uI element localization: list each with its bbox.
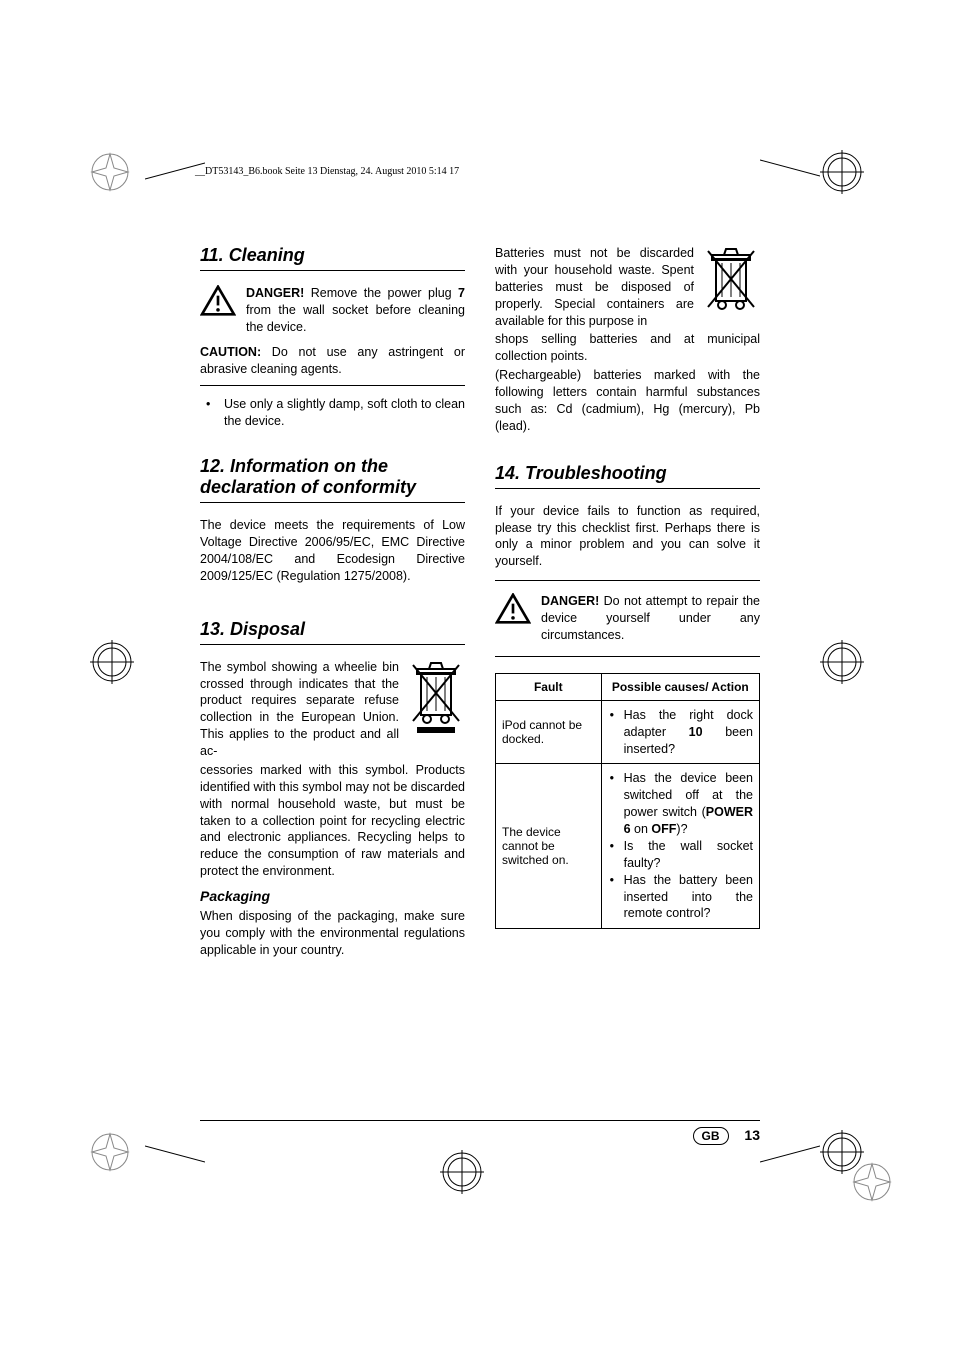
danger-icon [200,285,236,338]
weee-bin-icon [407,659,465,738]
packaging-heading: Packaging [200,888,465,904]
caution-text: CAUTION: Do not use any astringent or ab… [200,344,465,387]
table-row: The device cannot be switched on. Has th… [496,764,760,929]
troubleshoot-table: Fault Possible causes/ Action iPod canno… [495,673,760,930]
left-column: 11. Cleaning DANGER! Remove the power pl… [200,245,465,961]
right-column: Batteries must not be discarded with you… [495,245,760,961]
batteries-text-c: (Rechargeable) batteries marked with the… [495,367,760,435]
page-number: 13 [744,1127,760,1143]
regmark-br-star [850,1160,894,1204]
gb-badge: GB [693,1127,729,1145]
print-header-line: __DT53143_B6.book Seite 13 Dienstag, 24.… [195,166,459,177]
danger-text-cleaning: DANGER! Remove the power plug 7 from the… [246,285,465,336]
regmark-tl-star [88,150,132,194]
regmark-br-line [760,1140,820,1170]
section-13-title: 13. Disposal [200,619,465,645]
disposal-body-wrap: The symbol showing a wheelie bin crossed… [200,659,465,762]
battery-bin-icon [702,245,760,316]
danger-text-repair: DANGER! Do not attempt to repair the dev… [541,593,760,644]
danger-icon [495,593,531,646]
section-11-title: 11. Cleaning [200,245,465,271]
regmark-tr-line [760,152,820,182]
section-14-title: 14. Troubleshooting [495,463,760,489]
troubleshoot-intro: If your device fails to function as requ… [495,503,760,582]
danger-block-repair: DANGER! Do not attempt to repair the dev… [495,593,760,657]
action-ipod: Has the right dock adapter 10 been inser… [601,700,759,764]
disposal-body-2: cessories marked with this symbol. Produ… [200,762,465,880]
table-header-row: Fault Possible causes/ Action [496,673,760,700]
section-12-title: 12. Information on the declaration of co… [200,456,465,503]
cleaning-bullet-1: Use only a slightly damp, soft cloth to … [200,396,465,430]
cleaning-bullets: Use only a slightly damp, soft cloth to … [200,388,465,430]
packaging-body: When disposing of the packaging, make su… [200,908,465,959]
danger-label: DANGER! [246,286,304,300]
fault-power: The device cannot be switched on. [496,764,602,929]
action-power: Has the device been switched off at the … [601,764,759,929]
batteries-block: Batteries must not be discarded with you… [495,245,760,331]
page-footer: GB 13 [200,1120,760,1145]
regmark-mr-cross [820,640,864,684]
fault-ipod: iPod cannot be docked. [496,700,602,764]
regmark-tr-cross [820,150,864,194]
regmark-ml-cross [90,640,134,684]
danger-block-cleaning: DANGER! Remove the power plug 7 from the… [200,285,465,338]
section-12-body: The device meets the requirements of Low… [200,517,465,585]
page-content: 11. Cleaning DANGER! Remove the power pl… [200,245,760,961]
regmark-bc-cross [440,1150,484,1194]
table-row: iPod cannot be docked. Has the right doc… [496,700,760,764]
regmark-bl-line [145,1140,205,1170]
th-fault: Fault [496,673,602,700]
batteries-text-b: shops selling batteries and at municipal… [495,331,760,365]
regmark-bl-star [88,1130,132,1174]
th-action: Possible causes/ Action [601,673,759,700]
